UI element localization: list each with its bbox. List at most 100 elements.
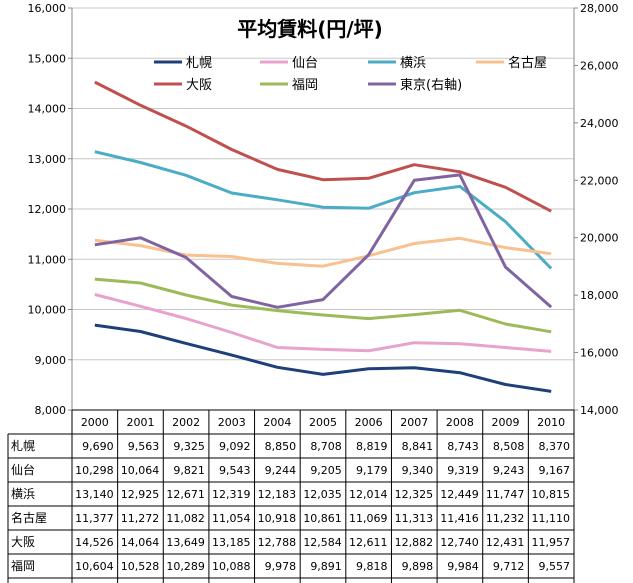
data-label: 12,449 <box>440 488 479 501</box>
data-label: 10,604 <box>75 560 114 573</box>
x-tick-label: 2003 <box>218 416 246 429</box>
data-label: 11,272 <box>121 512 160 525</box>
table-row-label: 大阪 <box>11 535 35 549</box>
series-line <box>94 150 553 270</box>
data-label: 12,611 <box>349 536 388 549</box>
data-label: 11,957 <box>532 536 571 549</box>
x-tick-label: 2006 <box>355 416 383 429</box>
y-left-tick-label: 15,000 <box>28 52 67 65</box>
table-row-label: 札幌 <box>11 438 35 453</box>
x-tick-label: 2007 <box>400 416 428 429</box>
data-label: 9,821 <box>173 464 205 477</box>
y-right-tick-label: 24,000 <box>580 117 619 130</box>
data-label: 9,712 <box>493 560 525 573</box>
data-label: 12,325 <box>395 488 434 501</box>
x-tick-label: 2005 <box>309 416 337 429</box>
x-tick-label: 2009 <box>492 416 520 429</box>
data-label: 11,232 <box>486 512 525 525</box>
series-line <box>94 323 552 393</box>
x-tick-label: 2002 <box>172 416 200 429</box>
series-line <box>94 236 552 268</box>
data-label: 12,671 <box>166 488 205 501</box>
data-label: 10,064 <box>121 464 160 477</box>
data-label: 12,014 <box>349 488 388 501</box>
data-label: 8,850 <box>265 440 297 453</box>
y-right-tick-label: 20,000 <box>580 232 619 245</box>
y-left-tick-label: 16,000 <box>28 2 67 15</box>
data-label: 9,984 <box>447 560 479 573</box>
data-label: 13,185 <box>212 536 251 549</box>
data-label: 10,298 <box>75 464 114 477</box>
data-label: 10,861 <box>303 512 342 525</box>
data-label: 8,370 <box>539 440 571 453</box>
data-label: 8,819 <box>356 440 388 453</box>
data-label: 12,882 <box>395 536 434 549</box>
legend-label: 大阪 <box>186 78 212 93</box>
x-tick-label: 2004 <box>263 416 291 429</box>
data-label: 13,649 <box>166 536 205 549</box>
legend-label: 福岡 <box>292 78 318 93</box>
data-label: 9,898 <box>402 560 434 573</box>
series-line <box>94 293 552 353</box>
data-label: 9,179 <box>356 464 388 477</box>
data-table: 2000 2001 2002 2003 2004 2005 2006 2007 2008 2009… <box>7 409 575 583</box>
data-label: 9,340 <box>402 464 434 477</box>
data-label: 10,088 <box>212 560 251 573</box>
series-line <box>94 277 552 334</box>
chart-title: 平均賃料(円/坪) <box>237 17 383 41</box>
data-label: 8,841 <box>402 440 434 453</box>
data-label: 9,167 <box>539 464 571 477</box>
data-label: 11,110 <box>532 512 571 525</box>
data-label: 11,069 <box>349 512 388 525</box>
data-label: 12,788 <box>258 536 297 549</box>
data-label: 12,431 <box>486 536 525 549</box>
y-right-tick-label: 26,000 <box>580 59 619 72</box>
data-label: 14,064 <box>121 536 160 549</box>
data-label: 14,526 <box>75 536 114 549</box>
data-label: 10,815 <box>532 488 571 501</box>
series-lines <box>94 80 553 393</box>
y-left-tick-label: 14,000 <box>28 103 67 116</box>
data-label: 12,740 <box>440 536 479 549</box>
data-label: 9,319 <box>447 464 479 477</box>
data-label: 11,747 <box>486 488 525 501</box>
legend-label: 東京(右軸) <box>400 77 462 93</box>
data-label: 11,416 <box>440 512 479 525</box>
data-label: 12,925 <box>121 488 160 501</box>
legend-label: 横浜 <box>400 56 426 71</box>
y-left-tick-label: 8,000 <box>35 404 67 417</box>
y-right-tick-label: 16,000 <box>580 347 619 360</box>
data-label: 9,690 <box>82 440 114 453</box>
data-label: 9,092 <box>219 440 251 453</box>
x-tick-label: 2001 <box>126 416 154 429</box>
data-label: 12,183 <box>258 488 297 501</box>
data-label: 12,584 <box>303 536 342 549</box>
data-label: 10,528 <box>121 560 160 573</box>
y-left-tick-label: 12,000 <box>28 203 67 216</box>
data-label: 9,325 <box>173 440 205 453</box>
data-label: 12,319 <box>212 488 251 501</box>
data-label: 11,082 <box>166 512 205 525</box>
data-label: 9,243 <box>493 464 525 477</box>
data-label: 9,244 <box>265 464 297 477</box>
y-left-tick-label: 13,000 <box>28 153 67 166</box>
table-row-label: 仙台 <box>11 462 35 477</box>
y-left-tick-label: 10,000 <box>28 304 67 317</box>
table-row-label: 横浜 <box>11 487 35 501</box>
data-label: 12,035 <box>303 488 342 501</box>
data-label: 9,891 <box>310 560 342 573</box>
data-label: 10,918 <box>258 512 297 525</box>
data-label: 8,708 <box>310 440 342 453</box>
y-right-tick-label: 14,000 <box>580 404 619 417</box>
data-label: 9,557 <box>539 560 571 573</box>
legend-label: 札幌 <box>186 55 212 71</box>
data-label: 9,205 <box>310 464 342 477</box>
series-line <box>94 173 553 309</box>
series-line <box>94 80 552 213</box>
data-label: 13,140 <box>75 488 114 501</box>
data-label: 9,563 <box>128 440 160 453</box>
table-row-label: 福岡 <box>11 558 35 573</box>
x-tick-label: 2008 <box>446 416 474 429</box>
